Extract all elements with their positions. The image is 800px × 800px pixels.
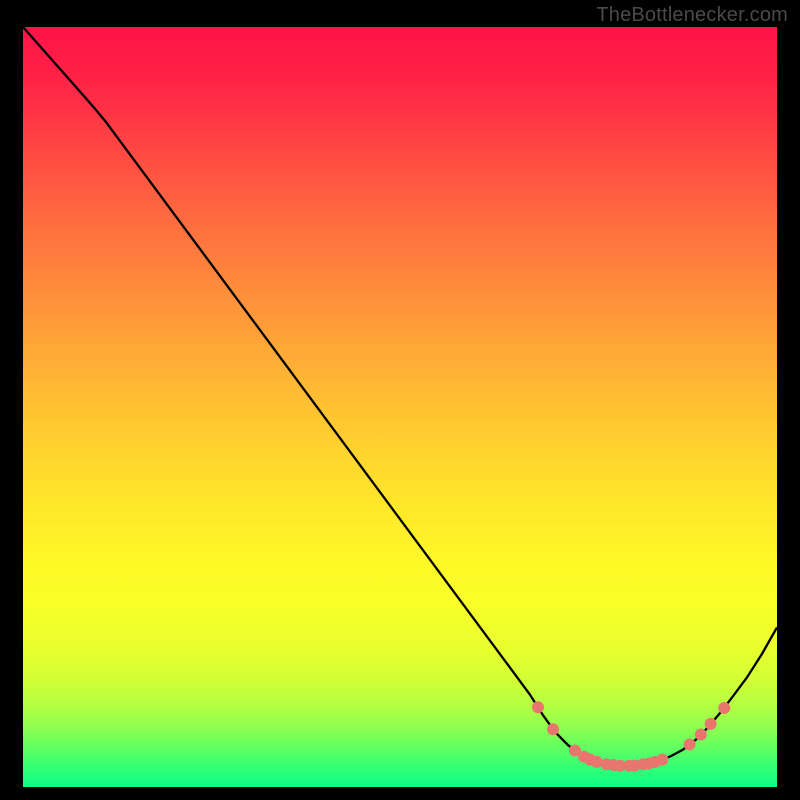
gradient-background [23,27,777,787]
curve-marker [695,729,707,741]
curve-marker [684,738,696,750]
curve-marker [547,723,559,735]
chart-svg [23,27,777,787]
curve-marker [718,702,730,714]
curve-marker [656,754,668,766]
curve-marker [532,701,544,713]
attribution-text: TheBottlenecker.com [596,4,788,27]
chart-plot-area [23,27,777,787]
curve-marker [705,718,717,730]
